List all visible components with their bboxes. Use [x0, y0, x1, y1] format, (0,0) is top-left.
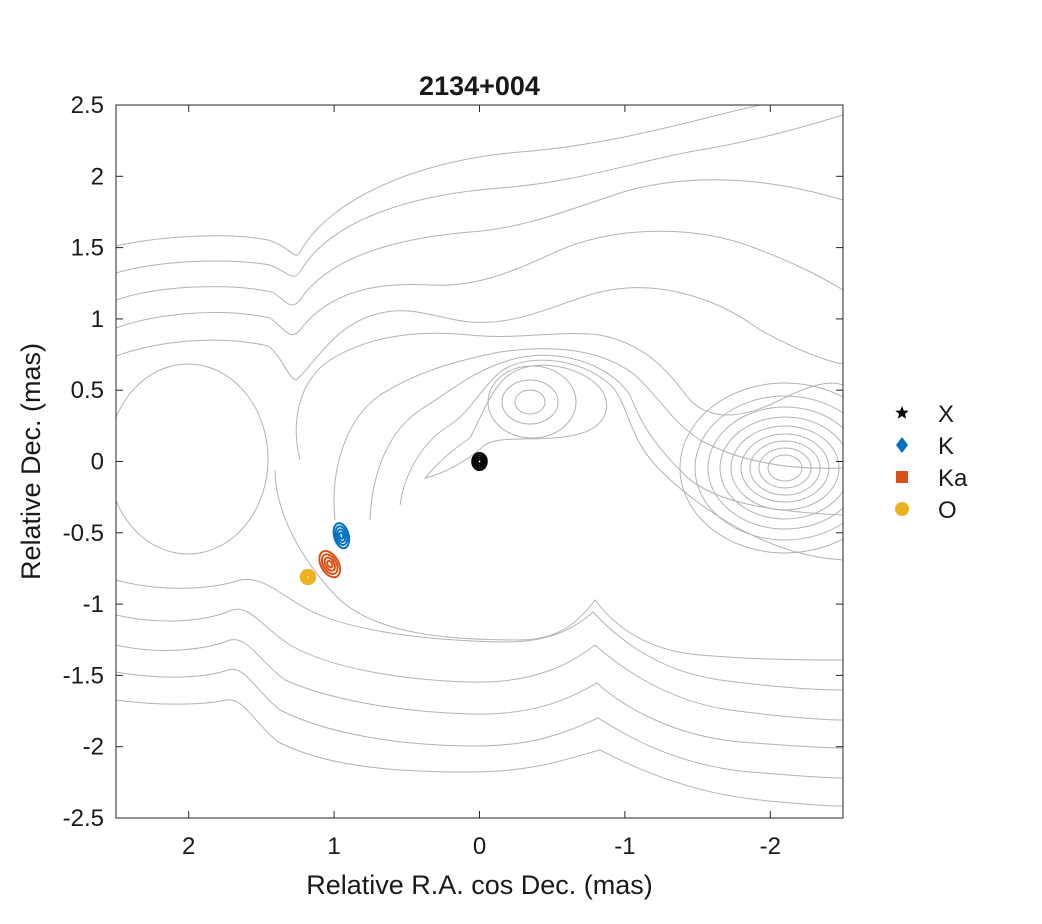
contour-line	[116, 699, 843, 807]
contour-line	[707, 406, 843, 530]
x-tick-label: -1	[614, 833, 635, 860]
position-ellipse	[338, 531, 345, 540]
x-tick-label: 2	[182, 833, 195, 860]
contour-line	[116, 179, 843, 306]
y-tick-label: 0.5	[71, 377, 104, 404]
x-axis: 2 1 0 -1 -2	[182, 105, 781, 860]
contour-line	[116, 639, 843, 749]
position-ellipse	[323, 556, 336, 572]
chart-title: 2134+004	[419, 71, 540, 101]
x-tick-label: 0	[473, 833, 486, 860]
contour-line	[295, 332, 843, 461]
y-tick-label: -2.5	[63, 805, 104, 832]
legend-label: Ka	[938, 465, 968, 492]
legend-label: X	[938, 401, 954, 428]
contour-line	[399, 359, 843, 561]
contour-line	[749, 440, 821, 496]
y-tick-label: 2	[91, 163, 104, 190]
legend: XK Ka O	[895, 401, 968, 524]
contour-line	[116, 608, 843, 721]
contour-line	[730, 425, 840, 511]
y-tick-label: 1.5	[71, 235, 104, 262]
marker-o	[299, 568, 317, 586]
contour-line	[423, 364, 607, 479]
contour-line	[501, 379, 559, 425]
legend-label: O	[938, 497, 957, 524]
y-tick-label: 1	[91, 306, 104, 333]
position-ellipse	[474, 456, 485, 467]
position-ellipse	[326, 559, 334, 569]
position-ellipse	[476, 458, 483, 465]
contour-line	[116, 230, 843, 336]
marker-k	[332, 522, 351, 550]
contour-line	[116, 287, 843, 381]
contour-map	[116, 105, 843, 807]
square-icon	[896, 471, 908, 483]
circle-icon	[895, 502, 909, 516]
contour-line	[740, 433, 830, 503]
position-ellipse	[305, 574, 311, 580]
y-tick-label: -1.5	[63, 662, 104, 689]
y-tick-label: -0.5	[63, 520, 104, 547]
position-ellipse	[320, 553, 339, 575]
legend-entry-o: O	[895, 497, 957, 524]
y-axis: 2.5 2 1.5 1 0.5 0 -0.5 -1 -1.5 -2 -2.5	[63, 92, 843, 832]
legend-entry-x: X	[895, 401, 954, 428]
position-ellipse	[471, 451, 488, 472]
contour-line	[758, 447, 812, 489]
contour-line	[116, 363, 269, 555]
position-ellipse	[299, 568, 317, 586]
legend-entry-ka: Ka	[896, 465, 968, 492]
x-tick-label: -2	[760, 833, 781, 860]
y-axis-label: Relative Dec. (mas)	[16, 343, 46, 580]
marker-x	[471, 451, 488, 472]
marker-ka	[318, 550, 342, 579]
diamond-icon	[896, 437, 908, 453]
x-tick-label: 1	[327, 833, 340, 860]
contour-line	[116, 114, 843, 277]
contour-line	[719, 416, 843, 520]
y-tick-label: -2	[83, 734, 104, 761]
position-ellipse	[334, 525, 349, 547]
contour-line	[116, 105, 761, 256]
position-ellipse	[332, 522, 351, 550]
legend-label: K	[938, 433, 954, 460]
y-tick-label: 2.5	[71, 92, 104, 119]
data-markers	[299, 451, 488, 586]
contour-line	[116, 668, 843, 779]
y-tick-label: -1	[83, 591, 104, 618]
contour-line	[369, 354, 843, 521]
star-icon	[895, 406, 909, 419]
position-ellipse	[303, 572, 313, 582]
contour-line	[487, 365, 577, 439]
contour-line	[767, 454, 803, 482]
legend-entry-k: K	[896, 433, 954, 460]
y-tick-label: 0	[91, 449, 104, 476]
position-ellipse	[318, 550, 342, 579]
contour-line	[116, 578, 843, 691]
contour-line	[694, 395, 843, 541]
contour-line	[333, 348, 843, 521]
x-axis-label: Relative R.A. cos Dec. (mas)	[306, 870, 653, 900]
position-ellipse	[473, 454, 486, 469]
contour-line	[274, 469, 843, 661]
contour-line	[514, 389, 546, 415]
plot-background	[116, 105, 843, 818]
position-ellipse	[336, 528, 347, 543]
contour-line	[679, 382, 843, 554]
position-ellipse	[301, 570, 315, 584]
